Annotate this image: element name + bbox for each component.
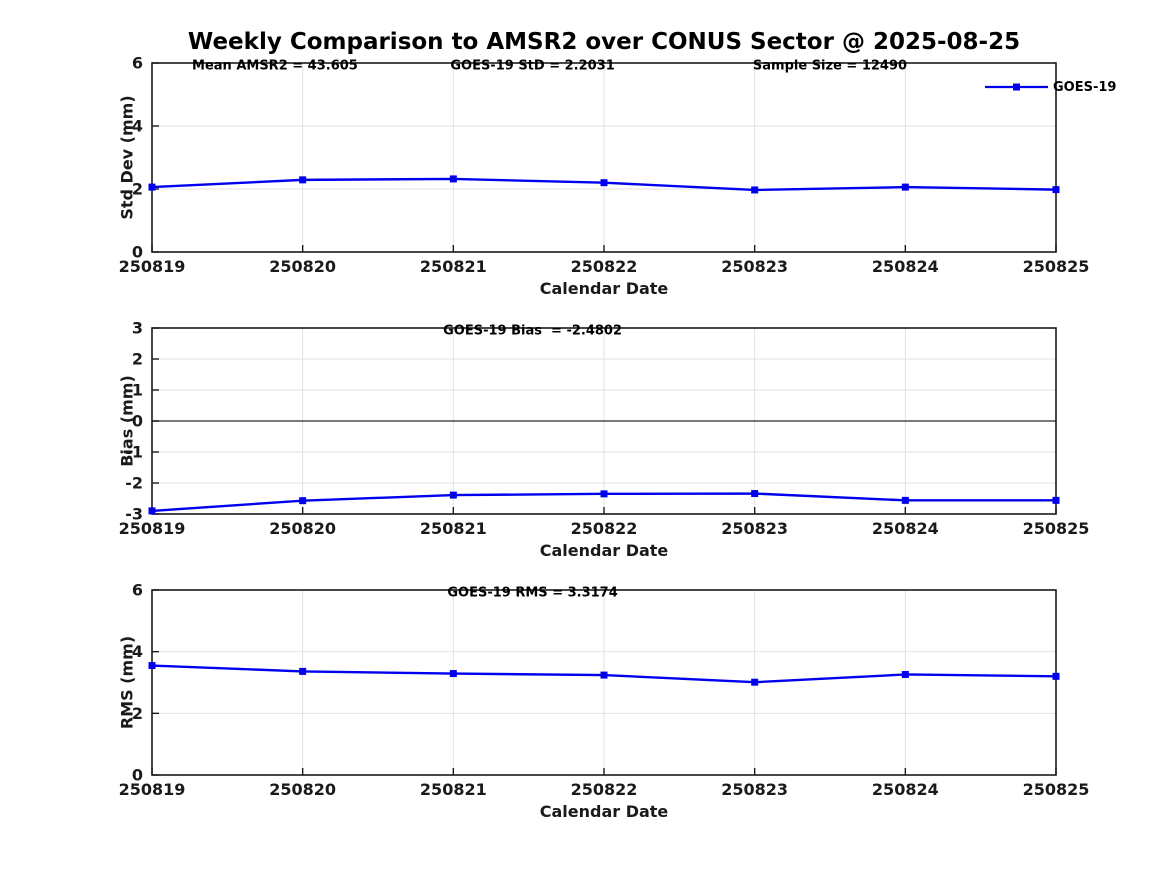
y-axis-label: RMS (mm) (118, 636, 137, 729)
goes19-data-point-marker (600, 179, 608, 187)
legend: GOES-19 (985, 80, 1116, 95)
y-tick-label: 0 (132, 412, 143, 431)
y-axis-label: Bias (mm) (118, 375, 137, 467)
y-tick-label: 6 (132, 581, 143, 600)
goes19-data-point-marker (1052, 186, 1060, 194)
x-tick-label: 250825 (1023, 780, 1090, 799)
x-tick-label: 250819 (119, 519, 186, 538)
y-tick-label: 3 (132, 319, 143, 338)
goes19-data-point-marker (901, 670, 909, 678)
annotation-text: GOES-19 StD = 2.2031 (450, 59, 614, 74)
annotation-text: GOES-19 Bias = -2.4802 (443, 324, 622, 339)
goes19-data-point-marker (449, 175, 457, 183)
goes19-data-point-marker (751, 678, 759, 686)
x-tick-label: 250824 (872, 780, 939, 799)
x-tick-label: 250820 (269, 257, 336, 276)
goes19-data-point-marker (1052, 672, 1060, 680)
x-tick-label: 250825 (1023, 257, 1090, 276)
annotation-text: Mean AMSR2 = 43.605 (192, 59, 358, 74)
goes19-data-point-marker (299, 497, 307, 505)
goes19-data-point-marker (449, 670, 457, 678)
x-tick-label: 250823 (721, 780, 788, 799)
goes19-data-point-marker (148, 507, 156, 515)
goes19-data-point-marker (148, 662, 156, 670)
goes19-data-point-marker (148, 183, 156, 191)
x-tick-label: 250822 (571, 257, 638, 276)
x-axis-label: Calendar Date (540, 802, 669, 821)
legend-marker-sample (1013, 83, 1020, 91)
x-tick-label: 250819 (119, 780, 186, 799)
subplot-bias-mm: 250819 250820 250821 250822 250823 250824 2508… (118, 319, 1090, 561)
goes19-data-point-marker (1052, 496, 1060, 504)
goes19-data-point-marker (901, 496, 909, 504)
goes19-data-point-marker (600, 671, 608, 679)
subplot-std-dev-mm: 250819 250820 250821 250822 250823 250824 2508… (118, 54, 1117, 299)
y-tick-label: 1 (132, 381, 143, 400)
x-tick-label: 250820 (269, 780, 336, 799)
x-tick-label: 250825 (1023, 519, 1090, 538)
chart-title: Weekly Comparison to AMSR2 over CONUS Se… (187, 29, 1021, 55)
goes19-data-point-marker (751, 490, 759, 498)
x-tick-label: 250821 (420, 257, 487, 276)
x-axis-label: Calendar Date (540, 279, 669, 298)
y-tick-label: 4 (132, 117, 143, 136)
annotation-text: Sample Size = 12490 (753, 59, 907, 74)
x-axis-label: Calendar Date (540, 541, 669, 560)
x-tick-label: 250822 (571, 519, 638, 538)
x-tick-label: 250824 (872, 257, 939, 276)
y-tick-label: 2 (132, 180, 143, 199)
y-axis-label: Std Dev (mm) (118, 95, 137, 219)
subplot-rms-mm: 250819 250820 250821 250822 250823 250824 2508… (118, 581, 1090, 822)
y-tick-label: -1 (125, 443, 143, 462)
x-tick-label: 250821 (420, 519, 487, 538)
legend-label: GOES-19 (1053, 80, 1116, 95)
x-tick-label: 250821 (420, 780, 487, 799)
y-tick-label: 4 (132, 642, 143, 661)
y-tick-label: 2 (132, 704, 143, 723)
x-tick-label: 250823 (721, 519, 788, 538)
x-tick-label: 250823 (721, 257, 788, 276)
goes19-data-point-marker (600, 490, 608, 498)
goes19-data-point-marker (449, 491, 457, 499)
x-tick-label: 250822 (571, 780, 638, 799)
y-tick-label: 6 (132, 54, 143, 73)
x-tick-label: 250820 (269, 519, 336, 538)
goes19-data-point-marker (751, 186, 759, 194)
goes19-data-point-marker (901, 183, 909, 191)
y-tick-label: -2 (125, 474, 143, 493)
y-tick-label: -3 (125, 505, 143, 524)
x-tick-label: 250824 (872, 519, 939, 538)
goes19-data-point-marker (299, 667, 307, 675)
x-tick-label: 250819 (119, 257, 186, 276)
annotation-text: GOES-19 RMS = 3.3174 (447, 586, 617, 601)
y-tick-label: 2 (132, 350, 143, 369)
goes19-data-point-marker (299, 176, 307, 184)
y-tick-label: 0 (132, 243, 143, 262)
y-tick-label: 0 (132, 766, 143, 785)
